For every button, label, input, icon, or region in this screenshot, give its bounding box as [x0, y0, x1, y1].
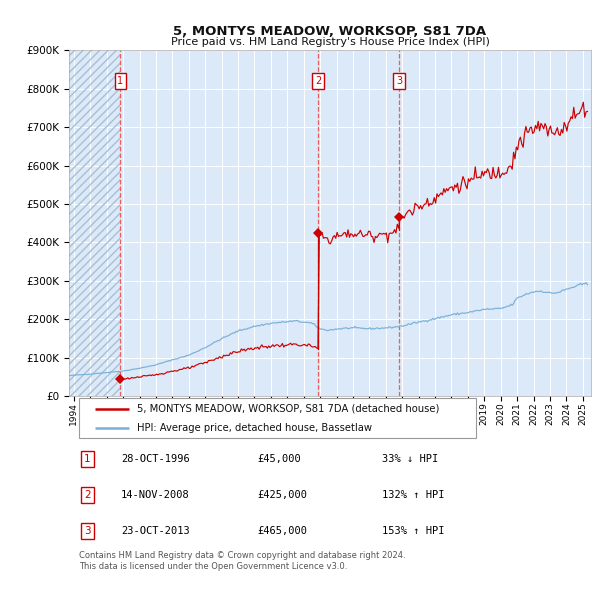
- Text: 2: 2: [84, 490, 91, 500]
- Text: 1: 1: [118, 76, 124, 86]
- Text: HPI: Average price, detached house, Bassetlaw: HPI: Average price, detached house, Bass…: [137, 423, 372, 433]
- Text: Price paid vs. HM Land Registry's House Price Index (HPI): Price paid vs. HM Land Registry's House …: [170, 37, 490, 47]
- Text: 153% ↑ HPI: 153% ↑ HPI: [382, 526, 445, 536]
- Text: 14-NOV-2008: 14-NOV-2008: [121, 490, 190, 500]
- Text: 5, MONTYS MEADOW, WORKSOP, S81 7DA: 5, MONTYS MEADOW, WORKSOP, S81 7DA: [173, 25, 487, 38]
- Text: 1: 1: [84, 454, 91, 464]
- Text: 132% ↑ HPI: 132% ↑ HPI: [382, 490, 445, 500]
- Text: 23-OCT-2013: 23-OCT-2013: [121, 526, 190, 536]
- Text: 2: 2: [315, 76, 321, 86]
- Text: 33% ↓ HPI: 33% ↓ HPI: [382, 454, 439, 464]
- FancyBboxPatch shape: [79, 398, 476, 438]
- Text: 28-OCT-1996: 28-OCT-1996: [121, 454, 190, 464]
- Text: 5, MONTYS MEADOW, WORKSOP, S81 7DA (detached house): 5, MONTYS MEADOW, WORKSOP, S81 7DA (deta…: [137, 404, 439, 414]
- Text: £425,000: £425,000: [257, 490, 307, 500]
- Text: £465,000: £465,000: [257, 526, 307, 536]
- Text: £45,000: £45,000: [257, 454, 301, 464]
- Text: Contains HM Land Registry data © Crown copyright and database right 2024.
This d: Contains HM Land Registry data © Crown c…: [79, 551, 406, 571]
- Text: 3: 3: [84, 526, 91, 536]
- Bar: [69, 50, 121, 396]
- Text: 3: 3: [396, 76, 402, 86]
